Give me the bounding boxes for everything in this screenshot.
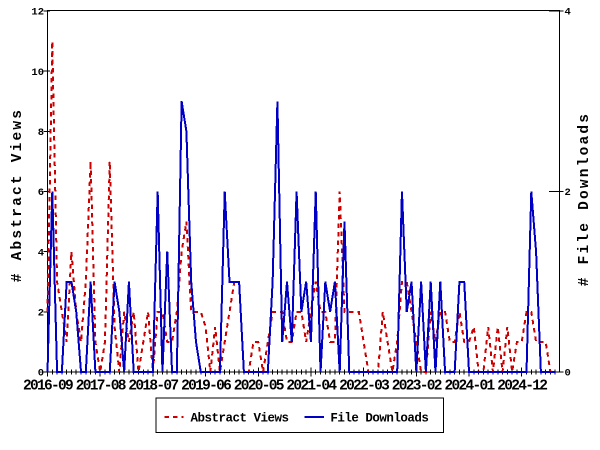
svg-text:0: 0 [38,368,44,380]
svg-text:2023-02: 2023-02 [392,379,442,395]
svg-text:# File Downloads: # File Downloads [577,112,593,286]
svg-text:2018-07: 2018-07 [128,379,178,395]
svg-text:2016-09: 2016-09 [23,379,73,395]
svg-text:File Downloads: File Downloads [330,411,428,425]
svg-text:0: 0 [565,368,571,380]
svg-text:4: 4 [565,7,571,19]
svg-text:2: 2 [38,307,44,319]
svg-text:Abstract Views: Abstract Views [191,411,289,425]
svg-text:2017-08: 2017-08 [76,379,126,395]
svg-text:# Abstract Views: # Abstract Views [10,108,26,282]
svg-text:6: 6 [38,187,44,199]
svg-text:12: 12 [31,7,44,19]
svg-text:2020-05: 2020-05 [234,379,284,395]
svg-text:2: 2 [565,187,571,199]
svg-text:8: 8 [38,127,44,139]
svg-text:2021-04: 2021-04 [286,379,337,395]
svg-text:2024-12: 2024-12 [497,379,547,395]
svg-text:2022-03: 2022-03 [339,379,389,395]
svg-text:2024-01: 2024-01 [444,379,495,395]
svg-text:4: 4 [38,247,44,259]
svg-text:2019-06: 2019-06 [181,379,231,395]
svg-text:10: 10 [31,67,44,79]
